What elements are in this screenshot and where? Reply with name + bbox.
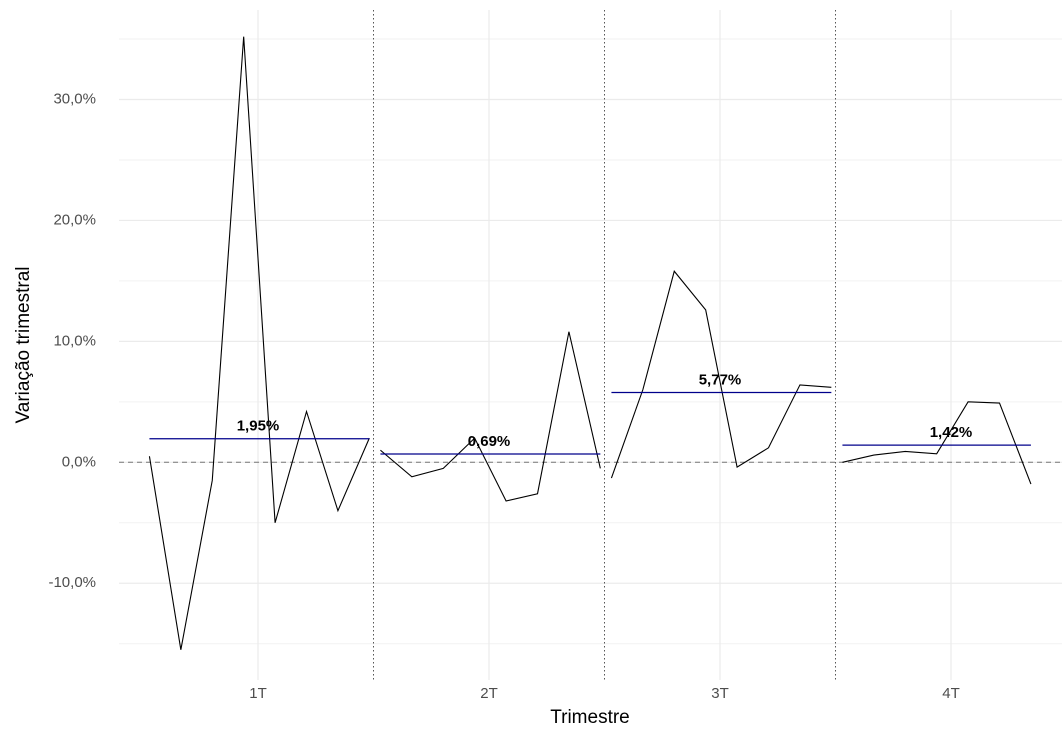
x-tick-label: 2T — [480, 685, 498, 702]
mean-label: 0,69% — [468, 433, 511, 450]
y-tick-label: 20,0% — [53, 211, 96, 228]
line — [148, 36, 370, 650]
mean-label: 5,77% — [699, 371, 742, 388]
x-tick-label: 3T — [711, 685, 729, 702]
x-tick-label: 4T — [942, 685, 960, 702]
mean-label: 1,95% — [237, 418, 280, 435]
line — [380, 331, 601, 502]
line — [610, 270, 832, 479]
y-tick-label: -10,0% — [48, 574, 96, 591]
y-tick-label: 30,0% — [53, 90, 96, 107]
y-tick-label: 0,0% — [62, 453, 96, 470]
y-axis-label: Variação trimestral — [13, 267, 34, 424]
x-tick-label: 1T — [249, 685, 267, 702]
line — [842, 401, 1032, 485]
x-axis-label: Trimestre — [550, 707, 630, 728]
y-tick-label: 10,0% — [53, 332, 96, 349]
mean-label: 1,42% — [930, 424, 973, 441]
